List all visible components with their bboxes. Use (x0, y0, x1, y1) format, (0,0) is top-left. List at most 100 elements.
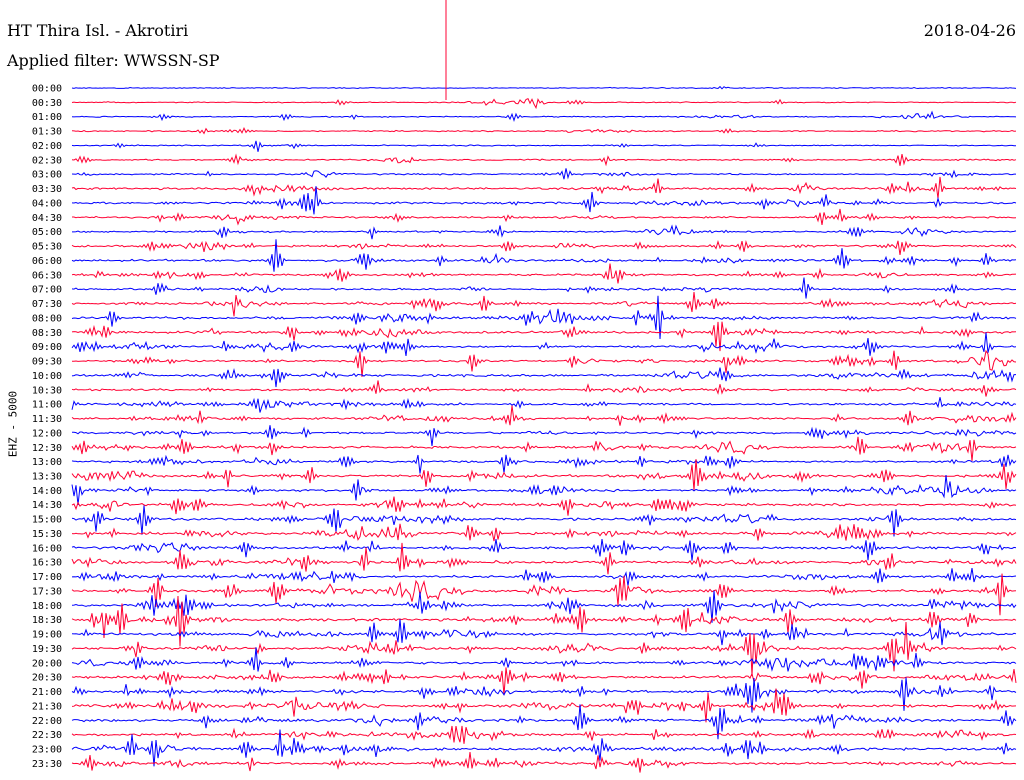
trace-line (71, 239, 1017, 272)
time-label: 04:00 (32, 198, 62, 209)
time-label: 06:00 (32, 256, 62, 267)
time-label: 10:30 (32, 385, 62, 396)
time-label: 06:30 (32, 270, 62, 281)
time-label: 00:00 (32, 84, 62, 95)
seismic-traces (71, 0, 1017, 773)
filter-label: Applied filter: WWSSN-SP (7, 51, 220, 70)
time-label: 22:00 (32, 716, 62, 727)
time-label: 08:30 (32, 328, 62, 339)
time-label: 16:00 (32, 543, 62, 554)
time-label: 23:00 (32, 745, 62, 756)
trace-line (71, 186, 1017, 215)
time-label: 21:00 (32, 687, 62, 698)
time-label: 15:00 (32, 515, 62, 526)
time-label: 16:30 (32, 558, 62, 569)
time-label: 02:00 (32, 141, 62, 152)
time-label: 15:30 (32, 529, 62, 540)
time-label: 20:30 (32, 673, 62, 684)
trace-line (72, 224, 1017, 240)
trace-line (71, 539, 1017, 561)
trace-line (71, 263, 1017, 284)
time-label: 11:30 (32, 414, 62, 425)
time-label: 21:30 (32, 701, 62, 712)
trace-line (71, 454, 1017, 474)
trace-line (71, 321, 1017, 352)
time-label: 08:00 (32, 313, 62, 324)
time-label: 23:30 (32, 759, 62, 770)
trace-line (71, 618, 1017, 646)
trace-line (71, 595, 1017, 647)
trace-line (71, 380, 1017, 397)
time-axis-labels: 00:00 00:30 01:00 01:30 02:00 02:30 03:00 03:30… (32, 84, 62, 770)
trace-line (71, 459, 1017, 491)
trace-line (71, 425, 1017, 446)
trace-line (71, 523, 1017, 542)
time-label: 07:00 (32, 285, 62, 296)
trace-line (71, 176, 1017, 199)
time-label: 09:30 (32, 357, 62, 368)
trace-line (71, 295, 1017, 340)
trace-line (71, 98, 1017, 110)
trace-line (71, 140, 1017, 152)
trace-line (71, 688, 1017, 723)
trace-line (71, 725, 1017, 744)
trace-line (71, 349, 1017, 378)
time-label: 00:30 (32, 98, 62, 109)
time-label: 05:30 (32, 242, 62, 253)
time-label: 09:00 (32, 342, 62, 353)
time-label: 17:30 (32, 586, 62, 597)
time-label: 05:00 (32, 227, 62, 238)
time-label: 13:00 (32, 457, 62, 468)
trace-line (71, 667, 1017, 696)
trace-line (71, 291, 1017, 317)
trace-line (72, 208, 1017, 226)
trace-line (71, 704, 1017, 740)
trace-line (71, 590, 1017, 623)
trace-line (71, 621, 1017, 676)
time-label: 01:30 (32, 127, 62, 138)
trace-line (71, 110, 1017, 123)
time-label: 14:00 (32, 486, 62, 497)
time-label: 19:30 (32, 644, 62, 655)
trace-line (71, 168, 1016, 180)
time-label: 17:00 (32, 572, 62, 583)
trace-line (71, 647, 1017, 672)
trace-line (71, 496, 1017, 516)
time-label: 18:30 (32, 615, 62, 626)
time-label: 10:00 (32, 371, 62, 382)
time-label: 02:30 (32, 155, 62, 166)
time-label: 12:30 (32, 443, 62, 454)
time-label: 03:30 (32, 184, 62, 195)
trace-line (71, 405, 1017, 426)
time-label: 14:30 (32, 500, 62, 511)
trace-line (71, 126, 1017, 135)
time-label: 01:00 (32, 112, 62, 123)
trace-line (71, 752, 1017, 773)
trace-line (71, 573, 1017, 616)
trace-line (71, 277, 1017, 299)
trace-line (71, 677, 1017, 713)
trace-line (71, 332, 1017, 356)
trace-line (71, 239, 1017, 255)
trace-line (71, 542, 1017, 575)
trace-line (71, 729, 1017, 767)
time-label: 04:30 (32, 213, 62, 224)
trace-line (71, 397, 1017, 413)
trace-line (71, 85, 1017, 90)
time-label: 22:30 (32, 730, 62, 741)
trace-line (71, 505, 1017, 537)
time-label: 07:30 (32, 299, 62, 310)
time-label: 11:00 (32, 400, 62, 411)
trace-line (71, 568, 1017, 586)
time-label: 19:00 (32, 630, 62, 641)
trace-line (71, 436, 1017, 461)
time-label: 13:30 (32, 471, 62, 482)
time-label: 18:00 (32, 601, 62, 612)
trace-line (71, 475, 1017, 505)
record-date: 2018-04-26 (923, 21, 1016, 40)
trace-line (71, 153, 1017, 167)
trace-line (71, 367, 1016, 388)
station-title: HT Thira Isl. - Akrotiri (7, 21, 189, 40)
time-label: 12:00 (32, 428, 62, 439)
